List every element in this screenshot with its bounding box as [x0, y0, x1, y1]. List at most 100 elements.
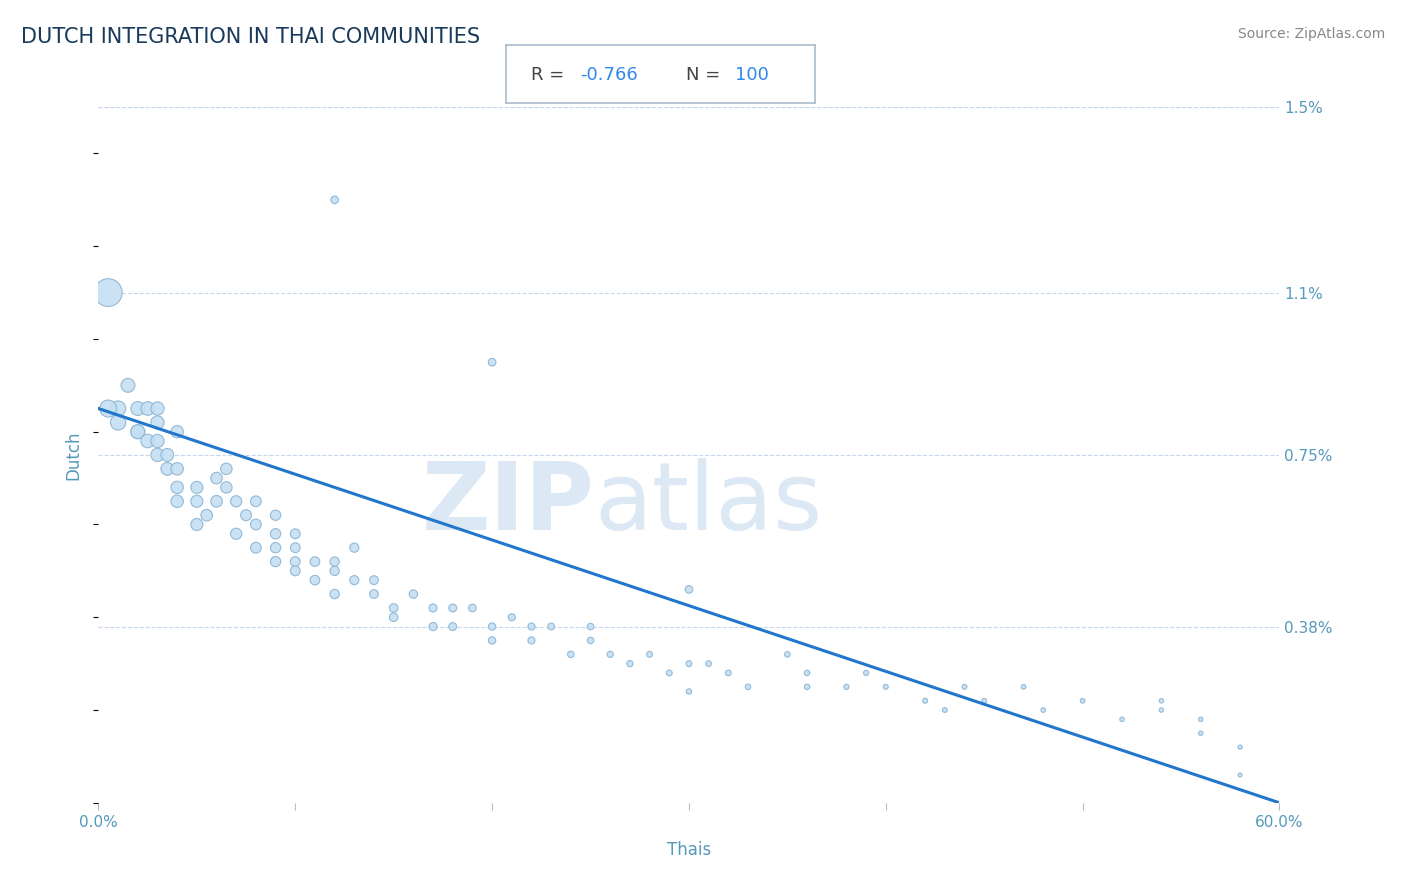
Point	[520, 633, 543, 648]
Point	[156, 462, 179, 476]
Point	[658, 665, 681, 680]
Point	[127, 425, 149, 439]
Point	[245, 517, 267, 532]
Point	[1111, 712, 1133, 726]
Text: -0.766: -0.766	[581, 66, 638, 84]
Point	[245, 541, 267, 555]
Point	[264, 555, 287, 569]
Point	[737, 680, 759, 694]
Point	[117, 378, 139, 392]
Point	[225, 526, 247, 541]
X-axis label: Thais: Thais	[666, 841, 711, 859]
Point	[363, 573, 385, 587]
Point	[225, 494, 247, 508]
Point	[638, 648, 661, 662]
Point	[205, 471, 228, 485]
Text: ZIP: ZIP	[422, 458, 595, 549]
Point	[363, 587, 385, 601]
Point	[914, 694, 936, 708]
Point	[156, 448, 179, 462]
Point	[235, 508, 257, 523]
Point	[304, 573, 326, 587]
Point	[215, 480, 238, 494]
Point	[195, 508, 218, 523]
Point	[1229, 740, 1251, 755]
Point	[323, 564, 346, 578]
Point	[697, 657, 720, 671]
Point	[402, 587, 425, 601]
Point	[1032, 703, 1054, 717]
Point	[579, 619, 602, 633]
Point	[323, 587, 346, 601]
Point	[678, 684, 700, 698]
Point	[186, 480, 208, 494]
Point	[343, 541, 366, 555]
Point	[1150, 703, 1173, 717]
Point	[284, 564, 307, 578]
Point	[382, 610, 405, 624]
Point	[97, 285, 120, 300]
Point	[520, 619, 543, 633]
Point	[579, 633, 602, 648]
Point	[461, 601, 484, 615]
Point	[107, 401, 129, 416]
Point	[422, 619, 444, 633]
Text: N =: N =	[686, 66, 725, 84]
Point	[875, 680, 897, 694]
Point	[284, 541, 307, 555]
Point	[1189, 712, 1212, 726]
Point	[501, 610, 523, 624]
Point	[540, 619, 562, 633]
Point	[284, 526, 307, 541]
Point	[146, 434, 169, 448]
Point	[284, 555, 307, 569]
Point	[441, 601, 464, 615]
Point	[441, 619, 464, 633]
Point	[855, 665, 877, 680]
Point	[481, 633, 503, 648]
Point	[560, 648, 582, 662]
Point	[186, 517, 208, 532]
Point	[717, 665, 740, 680]
Point	[835, 680, 858, 694]
Point	[1012, 680, 1035, 694]
Point	[934, 703, 956, 717]
Point	[343, 573, 366, 587]
Y-axis label: Dutch: Dutch	[65, 430, 83, 480]
Point	[619, 657, 641, 671]
Point	[599, 648, 621, 662]
Point	[166, 480, 188, 494]
Point	[1150, 694, 1173, 708]
Point	[146, 401, 169, 416]
Point	[481, 355, 503, 369]
Point	[304, 555, 326, 569]
Point	[678, 582, 700, 597]
Point	[97, 401, 120, 416]
Point	[481, 619, 503, 633]
Point	[264, 526, 287, 541]
Point	[1071, 694, 1094, 708]
Point	[146, 448, 169, 462]
Point	[107, 416, 129, 430]
Point	[146, 416, 169, 430]
Point	[796, 680, 818, 694]
Point	[1189, 726, 1212, 740]
Point	[264, 541, 287, 555]
Point	[973, 694, 995, 708]
Point	[382, 601, 405, 615]
Text: 100: 100	[735, 66, 769, 84]
Point	[215, 462, 238, 476]
Point	[323, 193, 346, 207]
Point	[205, 494, 228, 508]
Point	[136, 401, 159, 416]
Text: atlas: atlas	[595, 458, 823, 549]
Point	[323, 555, 346, 569]
Text: DUTCH INTEGRATION IN THAI COMMUNITIES: DUTCH INTEGRATION IN THAI COMMUNITIES	[21, 27, 481, 46]
Point	[136, 434, 159, 448]
Point	[127, 401, 149, 416]
Text: Source: ZipAtlas.com: Source: ZipAtlas.com	[1237, 27, 1385, 41]
Point	[245, 494, 267, 508]
Point	[422, 601, 444, 615]
Point	[796, 665, 818, 680]
Text: R =: R =	[531, 66, 569, 84]
